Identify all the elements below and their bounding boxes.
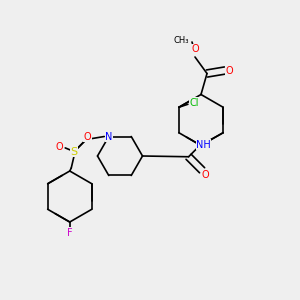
Text: S: S (71, 146, 78, 157)
Text: O: O (226, 65, 233, 76)
Text: Cl: Cl (190, 98, 199, 108)
Text: O: O (84, 131, 92, 142)
Text: O: O (56, 142, 63, 152)
Text: NH: NH (196, 140, 211, 150)
Text: CH₃: CH₃ (173, 36, 189, 45)
Text: N: N (105, 131, 112, 142)
Text: F: F (67, 227, 73, 238)
Text: O: O (191, 44, 199, 55)
Text: O: O (201, 170, 209, 180)
